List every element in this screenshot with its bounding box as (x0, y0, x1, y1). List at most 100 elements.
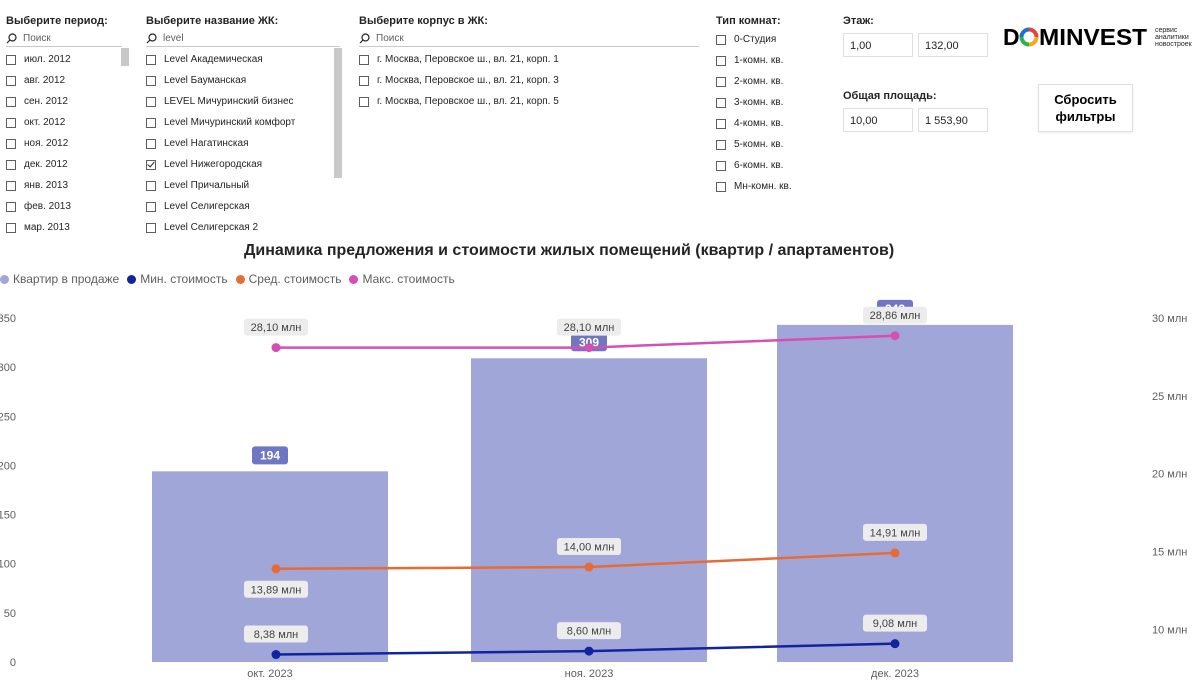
checkbox[interactable] (716, 139, 726, 150)
checkbox[interactable] (716, 160, 726, 171)
period-item[interactable]: фев. 2013 (6, 196, 118, 217)
checkbox[interactable] (146, 75, 156, 86)
room-type-item-label: 5-комн. кв. (734, 139, 784, 150)
data-point (271, 650, 281, 660)
period-scrollbar[interactable] (121, 48, 129, 66)
bar (471, 358, 707, 662)
room-type-item[interactable]: 4-комн. кв. (716, 113, 826, 134)
checkbox[interactable] (146, 201, 156, 212)
building-item[interactable]: г. Москва, Перовское ш., вл. 21, корп. 3 (359, 70, 699, 91)
period-item[interactable]: авг. 2012 (6, 70, 118, 91)
checkbox[interactable] (6, 117, 16, 128)
data-point (890, 639, 900, 649)
room-type-item[interactable]: Мн-комн. кв. (716, 176, 826, 197)
checkbox[interactable] (146, 180, 156, 191)
complex-item[interactable]: Level Селигерская (146, 196, 330, 217)
line-data-label: 28,86 млн (870, 310, 921, 322)
chart-title: Динамика предложения и стоимости жилых п… (244, 242, 895, 259)
area-min-input[interactable]: 10,00 (843, 108, 913, 132)
complex-item-label: Level Селигерская 2 (164, 222, 259, 233)
building-item[interactable]: г. Москва, Перовское ш., вл. 21, корп. 1 (359, 49, 699, 70)
period-item[interactable]: дек. 2012 (6, 154, 118, 175)
complex-item[interactable]: Level Нижегородская (146, 154, 330, 175)
checkbox[interactable] (6, 138, 16, 149)
reset-filters-button[interactable]: Сбросить фильтры (1038, 84, 1133, 132)
building-list: г. Москва, Перовское ш., вл. 21, корп. 1… (359, 49, 699, 115)
bar (777, 324, 1013, 662)
logo-tagline-line: сервис (1155, 27, 1178, 34)
checkbox[interactable] (6, 159, 16, 170)
complex-item-label: Level Причальный (164, 180, 250, 191)
checkbox[interactable] (6, 222, 16, 233)
complex-item[interactable]: LEVEL Мичуринский бизнес (146, 91, 330, 112)
period-item-label: ноя. 2012 (24, 138, 69, 149)
data-point (584, 562, 594, 572)
period-item-label: июл. 2012 (24, 54, 71, 65)
checkbox[interactable] (6, 96, 16, 107)
checkbox[interactable] (6, 54, 16, 65)
legend-item[interactable]: Макс. стоимость (349, 272, 455, 286)
checkbox[interactable] (146, 159, 156, 170)
checkbox[interactable] (359, 54, 369, 65)
checkbox[interactable] (146, 222, 156, 233)
period-item-label: окт. 2012 (24, 117, 66, 128)
complex-item[interactable]: Level Мичуринский комфорт (146, 112, 330, 133)
floor-min-input[interactable]: 1,00 (843, 33, 913, 57)
complex-item[interactable]: Level Причальный (146, 175, 330, 196)
period-item[interactable]: янв. 2013 (6, 175, 118, 196)
checkbox[interactable] (6, 180, 16, 191)
room-type-item[interactable]: 6-комн. кв. (716, 155, 826, 176)
complex-item-label: Level Академическая (164, 54, 263, 65)
complex-item-label: Level Бауманская (164, 75, 247, 86)
data-point (271, 564, 281, 574)
building-item[interactable]: г. Москва, Перовское ш., вл. 21, корп. 5 (359, 91, 699, 112)
building-search[interactable]: Поиск (359, 30, 699, 47)
checkbox[interactable] (359, 75, 369, 86)
room-type-item[interactable]: 2-комн. кв. (716, 71, 826, 92)
period-search-placeholder: Поиск (23, 32, 51, 44)
period-item[interactable]: сен. 2012 (6, 91, 118, 112)
period-item[interactable]: июл. 2012 (6, 49, 118, 70)
checkbox[interactable] (146, 138, 156, 149)
bar-data-label: 309 (579, 335, 599, 349)
period-item[interactable]: окт. 2012 (6, 112, 118, 133)
checkbox[interactable] (146, 54, 156, 65)
checkbox[interactable] (146, 117, 156, 128)
complex-scrollbar[interactable] (334, 48, 342, 178)
legend-item[interactable]: Сред. стоимость (235, 272, 341, 286)
complex-item[interactable]: Level Селигерская 2 (146, 217, 330, 238)
checkbox[interactable] (6, 75, 16, 86)
period-item-label: фев. 2013 (24, 201, 71, 212)
line-label-box (557, 622, 621, 640)
legend-item[interactable]: Мин. стоимость (127, 272, 228, 286)
floor-max-input[interactable]: 132,00 (918, 33, 988, 57)
room-type-item[interactable]: 1-комн. кв. (716, 50, 826, 71)
period-item[interactable]: мар. 2013 (6, 217, 118, 238)
complex-item[interactable]: Level Бауманская (146, 70, 330, 91)
checkbox[interactable] (6, 201, 16, 212)
period-item[interactable]: ноя. 2012 (6, 133, 118, 154)
area-max-input[interactable]: 1 553,90 (918, 108, 988, 132)
room-type-item[interactable]: 5-комн. кв. (716, 134, 826, 155)
checkbox[interactable] (716, 76, 726, 87)
period-search[interactable]: Поиск (6, 30, 122, 47)
room-type-item[interactable]: 0-Студия (716, 29, 826, 50)
room-type-item-label: 3-комн. кв. (734, 97, 784, 108)
y-left-tick-label: 250 (0, 411, 16, 423)
legend-item[interactable]: Квартир в продаже (0, 272, 119, 286)
checkbox[interactable] (359, 96, 369, 107)
checkbox[interactable] (716, 97, 726, 108)
checkbox[interactable] (716, 34, 726, 45)
line-data-label: 14,91 млн (870, 527, 921, 539)
logo-tagline: сервис аналитики новостроек (1155, 27, 1192, 48)
checkbox[interactable] (716, 181, 726, 192)
checkbox[interactable] (716, 118, 726, 129)
complex-item[interactable]: Level Нагатинская (146, 133, 330, 154)
line-label-box (863, 614, 927, 632)
room-type-item[interactable]: 3-комн. кв. (716, 92, 826, 113)
line-data-label: 8,38 млн (254, 629, 299, 641)
complex-search[interactable]: level (146, 30, 340, 47)
complex-item[interactable]: Level Академическая (146, 49, 330, 70)
checkbox[interactable] (716, 55, 726, 66)
checkbox[interactable] (146, 96, 156, 107)
